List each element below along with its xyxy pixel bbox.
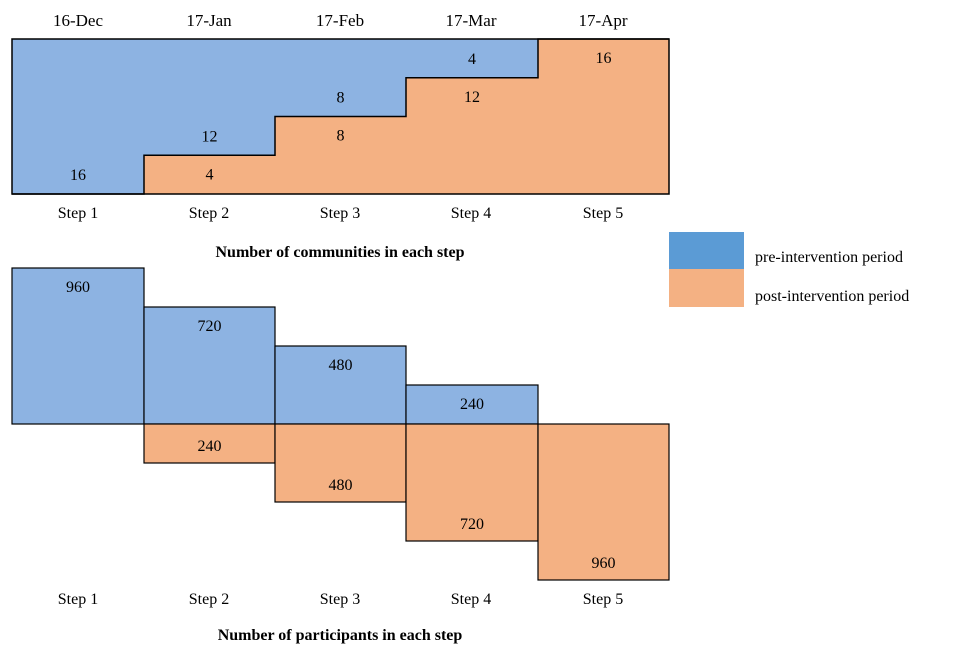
step-label: Step 2 <box>189 591 229 608</box>
pre-value-label: 16 <box>70 167 86 184</box>
pre-value-label: 8 <box>337 90 345 107</box>
pre-value-label: 12 <box>202 128 218 145</box>
legend-swatch-pre <box>669 232 744 269</box>
pre-value-label: 720 <box>198 318 222 335</box>
pre-intervention-segment <box>275 39 406 117</box>
post-value-label: 16 <box>596 50 612 67</box>
step-label: Step 1 <box>58 591 98 608</box>
step-label: Step 5 <box>583 591 623 608</box>
communities-frame <box>11 38 670 195</box>
participants-step-chart: 960 720 240 480 480 240 720 960 <box>11 267 670 581</box>
month-label: 17-Jan <box>186 11 232 30</box>
legend-label-post: post-intervention period <box>755 288 909 305</box>
month-labels: 16-Dec 17-Jan 17-Feb 17-Mar 17-Apr <box>53 11 628 30</box>
communities-step-chart: 16 12 4 8 8 4 12 16 <box>11 38 670 195</box>
pre-intervention-bar <box>274 345 407 425</box>
post-intervention-segment <box>275 116 406 194</box>
pre-intervention-bar <box>11 267 145 425</box>
post-intervention-bar <box>274 423 407 503</box>
post-value-label: 8 <box>337 128 345 145</box>
participants-chart-title: Number of participants in each step <box>218 627 463 644</box>
post-intervention-segment <box>406 77 538 194</box>
step-label: Step 4 <box>451 591 491 608</box>
post-intervention-bar <box>537 423 670 581</box>
month-label: 16-Dec <box>53 11 103 30</box>
pre-value-label: 240 <box>460 396 484 413</box>
pre-intervention-segment <box>406 39 538 78</box>
intervention-boundary-line <box>12 38 669 195</box>
step-label: Step 3 <box>320 205 360 222</box>
month-label: 17-Apr <box>578 11 627 30</box>
post-intervention-segment <box>538 39 669 194</box>
post-intervention-bar <box>405 423 539 542</box>
pre-value-label: 960 <box>66 279 90 296</box>
post-intervention-segment <box>144 155 275 194</box>
step-label: Step 1 <box>58 205 98 222</box>
post-value-label: 240 <box>198 438 222 455</box>
legend-swatch-post <box>669 269 744 307</box>
post-value-label: 4 <box>206 166 214 183</box>
legend-label-pre: pre-intervention period <box>755 249 903 266</box>
pre-intervention-segment <box>12 39 144 194</box>
step-label: Step 4 <box>451 205 491 222</box>
pre-intervention-segment <box>144 39 275 156</box>
post-intervention-bar <box>143 423 276 464</box>
month-label: 17-Mar <box>446 11 497 30</box>
top-step-labels: Step 1 Step 2 Step 3 Step 4 Step 5 <box>58 205 623 222</box>
step-label: Step 5 <box>583 205 623 222</box>
post-value-label: 12 <box>464 89 480 106</box>
pre-value-label: 480 <box>329 357 353 374</box>
step-label: Step 3 <box>320 591 360 608</box>
legend: pre-intervention period post-interventio… <box>669 232 909 307</box>
post-value-label: 960 <box>592 555 616 572</box>
communities-chart-title: Number of communities in each step <box>215 244 464 261</box>
pre-value-label: 4 <box>468 51 476 68</box>
post-value-label: 480 <box>329 477 353 494</box>
step-label: Step 2 <box>189 205 229 222</box>
month-label: 17-Feb <box>316 11 364 30</box>
post-value-label: 720 <box>460 516 484 533</box>
bottom-step-labels: Step 1 Step 2 Step 3 Step 4 Step 5 <box>58 591 623 608</box>
pre-intervention-bar <box>143 306 276 425</box>
